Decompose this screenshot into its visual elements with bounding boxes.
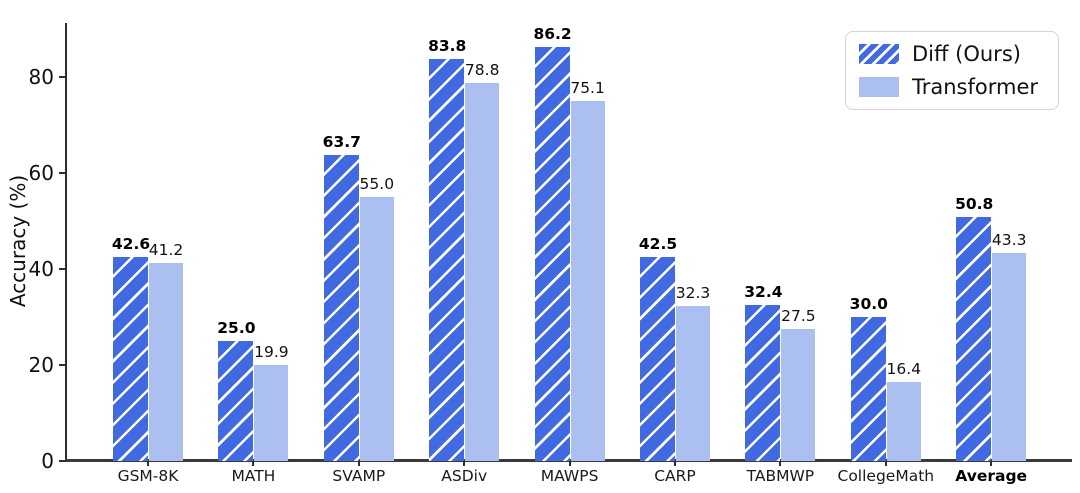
y-tick-label-20: 20 bbox=[28, 353, 54, 377]
legend-entry-transformer: Transformer bbox=[859, 75, 1045, 99]
y-tick-label-80: 80 bbox=[28, 65, 54, 89]
category-label-mawps: MAWPS bbox=[540, 467, 599, 485]
value-label-transformer-average: 43.3 bbox=[991, 231, 1027, 250]
y-axis-label: Accuracy (%) bbox=[6, 174, 30, 308]
bar-diff-ours--carp bbox=[640, 257, 675, 461]
x-tick-mark-math bbox=[252, 461, 255, 466]
y-tick-label-0: 0 bbox=[41, 449, 54, 473]
value-label-diff-ours--tabmwp: 32.4 bbox=[744, 283, 783, 302]
category-label-asdiv: ASDiv bbox=[441, 467, 488, 485]
x-tick-mark-mawps bbox=[568, 461, 571, 466]
value-label-transformer-gsm-8k: 41.2 bbox=[148, 241, 184, 260]
value-label-diff-ours--collegemath: 30.0 bbox=[849, 295, 888, 313]
value-label-transformer-mawps: 75.1 bbox=[570, 78, 605, 97]
y-tick-mark-40 bbox=[59, 268, 66, 270]
value-label-diff-ours--carp: 42.5 bbox=[638, 235, 678, 253]
value-label-diff-ours--svamp: 63.7 bbox=[322, 133, 361, 152]
x-tick-mark-carp bbox=[674, 461, 676, 466]
legend-swatch-transformer bbox=[859, 77, 899, 97]
category-label-carp: CARP bbox=[654, 467, 696, 485]
bar-diff-ours--mawps bbox=[534, 47, 570, 461]
y-axis-line bbox=[65, 23, 67, 461]
legend-label-diff: Diff (Ours) bbox=[912, 42, 1021, 66]
bar-transformer-asdiv bbox=[465, 82, 500, 461]
y-tick-mark-20 bbox=[59, 364, 66, 366]
legend: Diff (Ours) Transformer bbox=[845, 31, 1059, 110]
bar-transformer-collegemath bbox=[886, 382, 921, 461]
bar-diff-ours--tabmwp bbox=[745, 305, 781, 461]
y-tick-mark-60 bbox=[59, 172, 66, 174]
y-tick-mark-80 bbox=[59, 76, 66, 78]
category-label-math: MATH bbox=[231, 467, 276, 485]
bar-diff-ours--svamp bbox=[323, 155, 359, 461]
bar-diff-ours--collegemath bbox=[850, 317, 886, 461]
value-label-diff-ours--asdiv: 83.8 bbox=[428, 36, 467, 55]
bar-transformer-carp bbox=[676, 305, 710, 461]
y-tick-mark-0 bbox=[59, 460, 66, 462]
x-tick-mark-collegemath bbox=[884, 461, 887, 466]
x-tick-mark-gsm-8k bbox=[147, 461, 149, 466]
bar-transformer-gsm-8k bbox=[149, 263, 183, 461]
value-label-diff-ours--average: 50.8 bbox=[955, 195, 994, 214]
legend-swatch-diff-hatched bbox=[859, 44, 899, 64]
bar-diff-ours--gsm-8k bbox=[113, 256, 148, 461]
bar-diff-ours--average bbox=[956, 217, 992, 461]
y-tick-label-60: 60 bbox=[28, 161, 54, 185]
category-label-average: Average bbox=[955, 467, 1028, 485]
bar-transformer-average bbox=[992, 253, 1027, 461]
bar-diff-ours--asdiv bbox=[429, 58, 465, 461]
category-label-svamp: SVAMP bbox=[332, 467, 386, 485]
value-label-transformer-tabmwp: 27.5 bbox=[781, 307, 816, 325]
value-label-transformer-svamp: 55.0 bbox=[359, 175, 395, 193]
legend-entry-diff: Diff (Ours) bbox=[859, 42, 1045, 66]
bar-transformer-math bbox=[254, 365, 289, 461]
category-label-collegemath: CollegeMath bbox=[837, 467, 935, 485]
value-label-diff-ours--mawps: 86.2 bbox=[533, 25, 572, 44]
x-tick-mark-average bbox=[990, 461, 993, 466]
y-tick-label-40: 40 bbox=[28, 257, 54, 281]
value-label-transformer-asdiv: 78.8 bbox=[464, 60, 500, 79]
x-tick-mark-tabmwp bbox=[779, 461, 782, 466]
value-label-transformer-collegemath: 16.4 bbox=[886, 360, 922, 379]
legend-label-transformer: Transformer bbox=[912, 75, 1039, 99]
value-label-diff-ours--math: 25.0 bbox=[217, 319, 256, 337]
bar-transformer-mawps bbox=[570, 100, 605, 461]
bar-diff-ours--math bbox=[218, 341, 254, 461]
value-label-diff-ours--gsm-8k: 42.6 bbox=[111, 234, 151, 253]
bar-transformer-svamp bbox=[359, 197, 394, 461]
category-label-tabmwp: TABMWP bbox=[746, 467, 815, 485]
x-tick-mark-asdiv bbox=[463, 461, 466, 466]
value-label-transformer-carp: 32.3 bbox=[675, 283, 711, 302]
x-tick-mark-svamp bbox=[357, 461, 360, 466]
value-label-transformer-math: 19.9 bbox=[254, 343, 289, 362]
bar-transformer-tabmwp bbox=[781, 329, 816, 461]
category-label-gsm-8k: GSM-8K bbox=[117, 467, 179, 485]
